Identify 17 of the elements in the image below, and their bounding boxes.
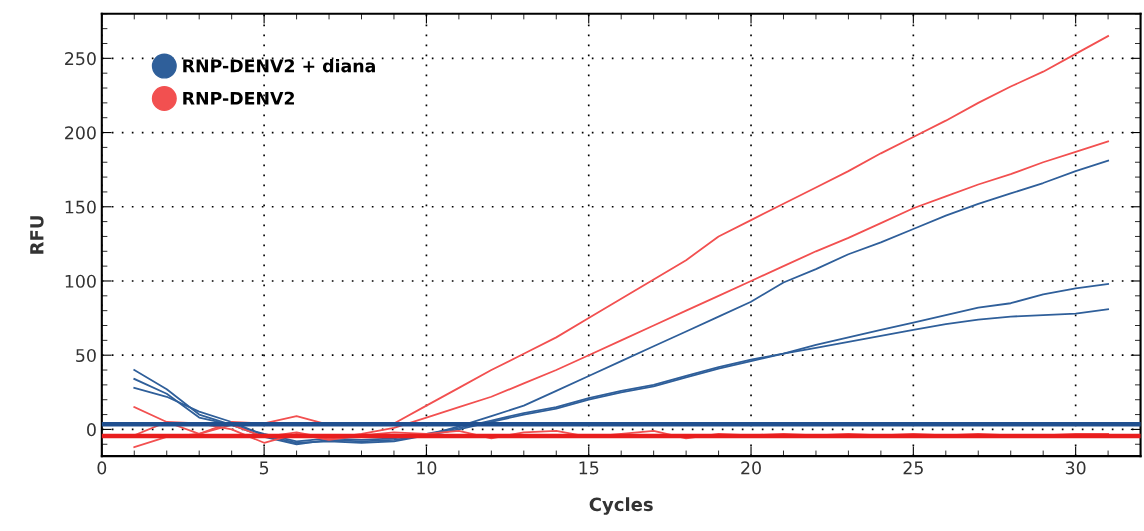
y-tick-label: 100 bbox=[65, 274, 96, 288]
x-tick-label: 10 bbox=[417, 461, 437, 475]
x-tick-label: 25 bbox=[903, 461, 923, 475]
y-axis-title: RFU bbox=[30, 216, 44, 254]
y-tick-label: 200 bbox=[65, 126, 96, 140]
x-tick-label: 5 bbox=[259, 461, 269, 475]
y-tick-label: 150 bbox=[65, 200, 96, 214]
x-tick-label: 0 bbox=[97, 461, 107, 475]
y-tick-label: 250 bbox=[65, 52, 96, 66]
legend-label: RNP-DENV2 bbox=[183, 91, 295, 105]
y-tick-label: 50 bbox=[76, 348, 96, 363]
x-tick-label: 20 bbox=[741, 461, 761, 475]
legend-label: RNP-DENV2 + diana bbox=[183, 58, 375, 73]
x-axis-title: Cycles bbox=[589, 497, 653, 515]
y-tick-label: 0 bbox=[87, 423, 96, 437]
x-tick-label: 30 bbox=[1065, 461, 1086, 475]
x-tick-label: 15 bbox=[579, 461, 599, 475]
